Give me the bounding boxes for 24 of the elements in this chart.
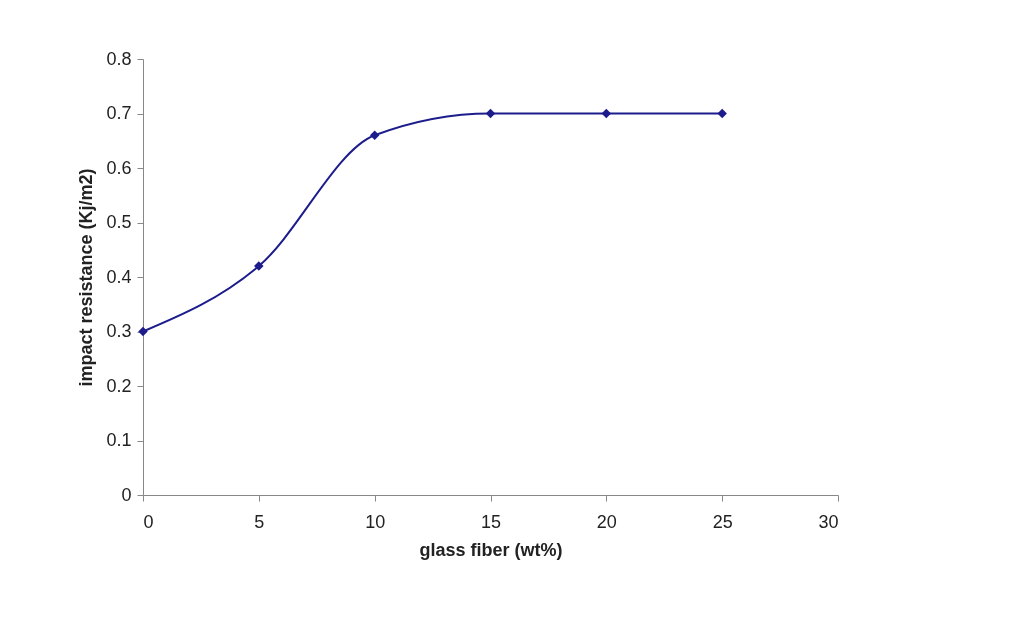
x-tick-label: 25 xyxy=(712,511,733,532)
point xyxy=(369,130,380,141)
y-tick-label: 0.3 xyxy=(106,321,132,341)
y-axis-title: impact resistance (Kj/m2) xyxy=(76,168,97,387)
point xyxy=(138,326,148,337)
x-tick-label: 15 xyxy=(480,511,502,532)
y-tick-label: 0.7 xyxy=(106,103,132,123)
point xyxy=(485,108,496,119)
x-tick-label: 10 xyxy=(365,511,386,532)
y-tick-label: 0.8 xyxy=(106,48,132,69)
x-tick-label: 5 xyxy=(254,511,265,532)
x-tick-label: 0 xyxy=(143,511,154,532)
x-tick-label: 30 xyxy=(818,511,839,532)
y-tick-label: 0.1 xyxy=(106,430,132,450)
x-tick-label: 20 xyxy=(596,511,617,532)
y-tick-label: 0.2 xyxy=(106,375,132,396)
x-axis-title: glass fiber (wt%) xyxy=(419,539,563,560)
y-tick-label: 0.6 xyxy=(106,157,132,178)
y-tick-label: 0.4 xyxy=(106,266,132,287)
point xyxy=(601,108,612,119)
y-tick-label: 0.5 xyxy=(106,212,132,232)
point xyxy=(254,261,264,271)
y-tick-label: 0 xyxy=(121,484,132,505)
point xyxy=(717,108,727,119)
